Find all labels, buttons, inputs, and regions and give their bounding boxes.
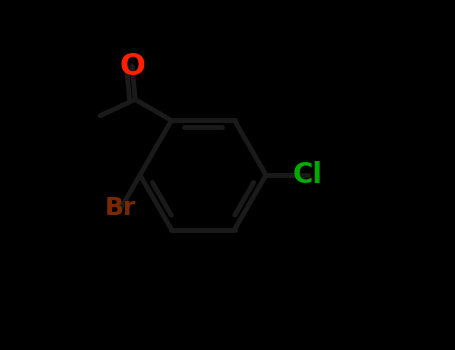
Text: Br: Br [105, 196, 136, 220]
Text: O: O [119, 52, 145, 81]
Text: Cl: Cl [293, 161, 323, 189]
